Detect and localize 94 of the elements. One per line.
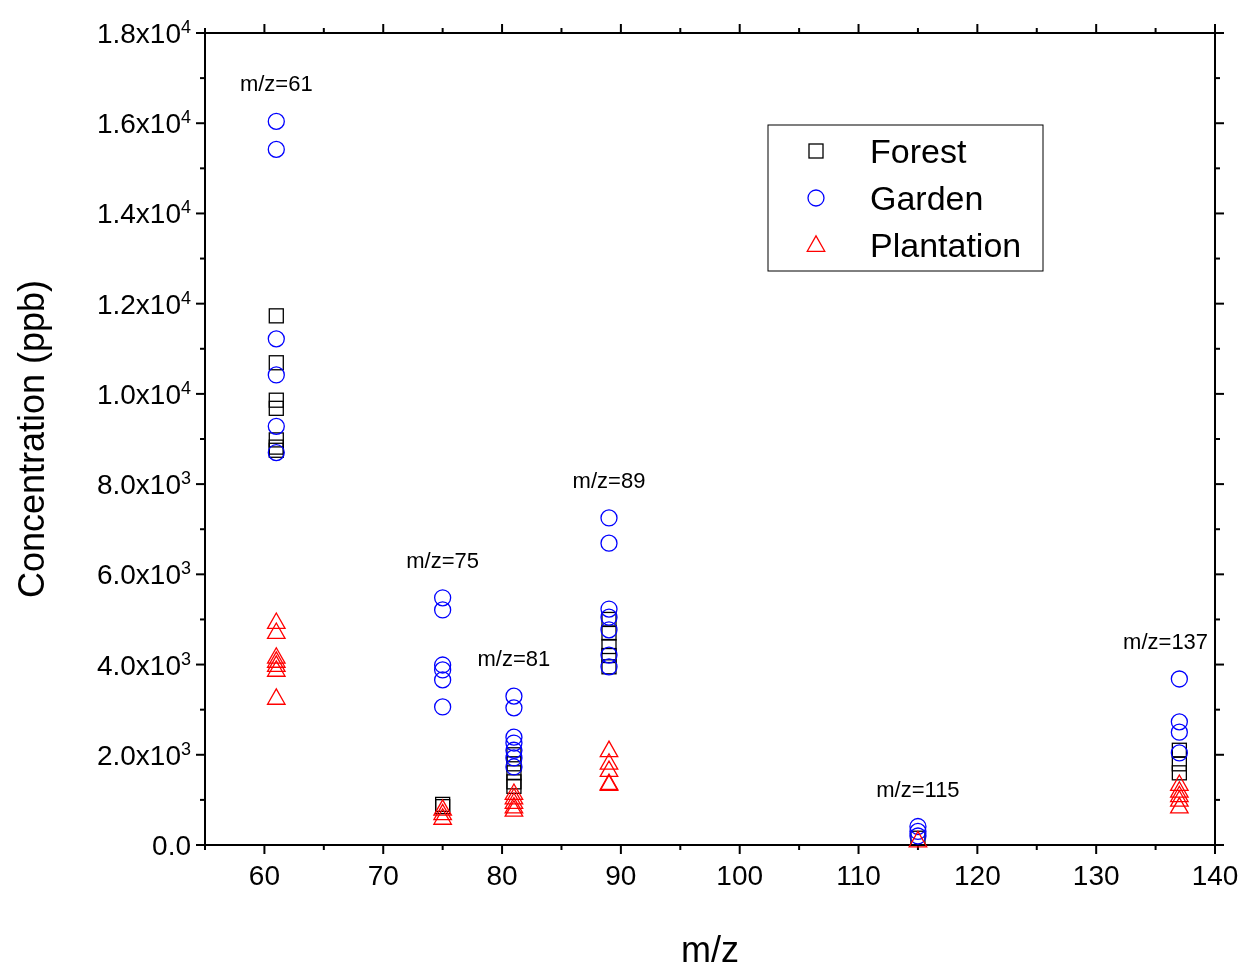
point xyxy=(433,808,453,825)
point xyxy=(268,308,284,324)
point xyxy=(1169,796,1189,814)
point xyxy=(504,783,524,801)
point xyxy=(433,803,453,821)
point xyxy=(504,787,524,805)
point xyxy=(268,392,284,408)
annotation: m/z=137 xyxy=(1123,628,1209,654)
x-tick-label: 60 xyxy=(248,860,280,891)
point xyxy=(267,366,285,384)
point xyxy=(505,758,523,776)
y-tick-label: 1.0x10$^{4}$ xyxy=(96,377,191,410)
annotation: m/z=61 xyxy=(239,71,313,97)
x-tick-label: 140 xyxy=(1191,860,1239,891)
point xyxy=(1169,785,1189,803)
x-axis-title: m/z xyxy=(681,929,739,967)
annotation: m/z=89 xyxy=(572,467,646,493)
point xyxy=(909,822,927,841)
y-axis-title: Concentration (ppb) xyxy=(11,279,52,599)
y-tick-label: 1.6x10$^{4}$ xyxy=(96,107,191,140)
point xyxy=(268,432,284,448)
point xyxy=(266,612,286,630)
point xyxy=(434,656,452,674)
point xyxy=(434,589,452,607)
point xyxy=(268,400,284,416)
point xyxy=(267,330,285,348)
point xyxy=(434,661,452,679)
point xyxy=(266,655,286,672)
point xyxy=(266,660,286,677)
point xyxy=(267,417,285,436)
point xyxy=(1170,744,1188,762)
point xyxy=(506,756,522,772)
legend-label: Forest xyxy=(870,132,967,170)
point xyxy=(599,753,619,770)
point xyxy=(434,671,452,689)
y-tick-label: 1.2x10$^{4}$ xyxy=(96,287,191,320)
point xyxy=(601,638,617,655)
x-tick-label: 130 xyxy=(1072,860,1120,891)
annotation: m/z=81 xyxy=(477,646,551,672)
point xyxy=(504,796,524,814)
x-tick-label: 70 xyxy=(367,860,399,891)
point xyxy=(268,355,284,371)
point xyxy=(600,621,618,639)
legend-label: Garden xyxy=(870,179,984,217)
point xyxy=(266,688,286,705)
y-tick-label: 0.0 xyxy=(152,830,191,861)
x-tick-label: 120 xyxy=(953,860,1001,891)
x-tick-label: 100 xyxy=(716,860,764,891)
annotation: m/z=75 xyxy=(406,547,480,573)
point xyxy=(1170,670,1188,688)
point xyxy=(599,760,619,778)
point xyxy=(1171,756,1187,772)
point xyxy=(1169,790,1189,807)
point xyxy=(267,443,285,462)
point xyxy=(504,792,524,810)
point xyxy=(1171,765,1187,781)
y-tick-label: 8.0x10$^{3}$ xyxy=(96,468,191,501)
point xyxy=(267,112,285,131)
point xyxy=(434,601,452,619)
x-tick-label: 80 xyxy=(486,860,518,891)
point xyxy=(505,741,523,759)
point xyxy=(266,622,286,640)
y-tick-label: 1.8x10$^{4}$ xyxy=(96,17,191,49)
x-tick-label: 110 xyxy=(836,860,881,891)
x-tick-label: 90 xyxy=(605,860,637,891)
point xyxy=(505,749,523,767)
point xyxy=(267,140,285,159)
point xyxy=(1169,774,1189,792)
point xyxy=(600,534,618,552)
point xyxy=(266,647,286,664)
point xyxy=(506,774,522,790)
point xyxy=(505,734,523,752)
point xyxy=(266,651,286,668)
y-tick-label: 1.4x10$^{4}$ xyxy=(96,197,191,230)
point xyxy=(505,728,523,746)
point xyxy=(601,625,617,641)
point xyxy=(600,600,618,618)
legend-label: Plantation xyxy=(870,226,1022,264)
point xyxy=(1169,781,1189,798)
point xyxy=(1170,723,1188,741)
point xyxy=(1170,713,1188,731)
point xyxy=(600,509,618,527)
point xyxy=(505,699,523,717)
point xyxy=(909,817,927,836)
point xyxy=(506,778,522,795)
point xyxy=(434,698,452,716)
point xyxy=(504,800,524,817)
y-tick-label: 4.0x10$^{3}$ xyxy=(96,648,191,681)
y-tick-label: 2.0x10$^{3}$ xyxy=(96,738,191,771)
y-tick-label: 6.0x10$^{3}$ xyxy=(96,558,191,591)
point xyxy=(599,740,619,758)
point xyxy=(1171,742,1187,758)
annotation: m/z=115 xyxy=(876,776,960,802)
point xyxy=(505,687,523,705)
